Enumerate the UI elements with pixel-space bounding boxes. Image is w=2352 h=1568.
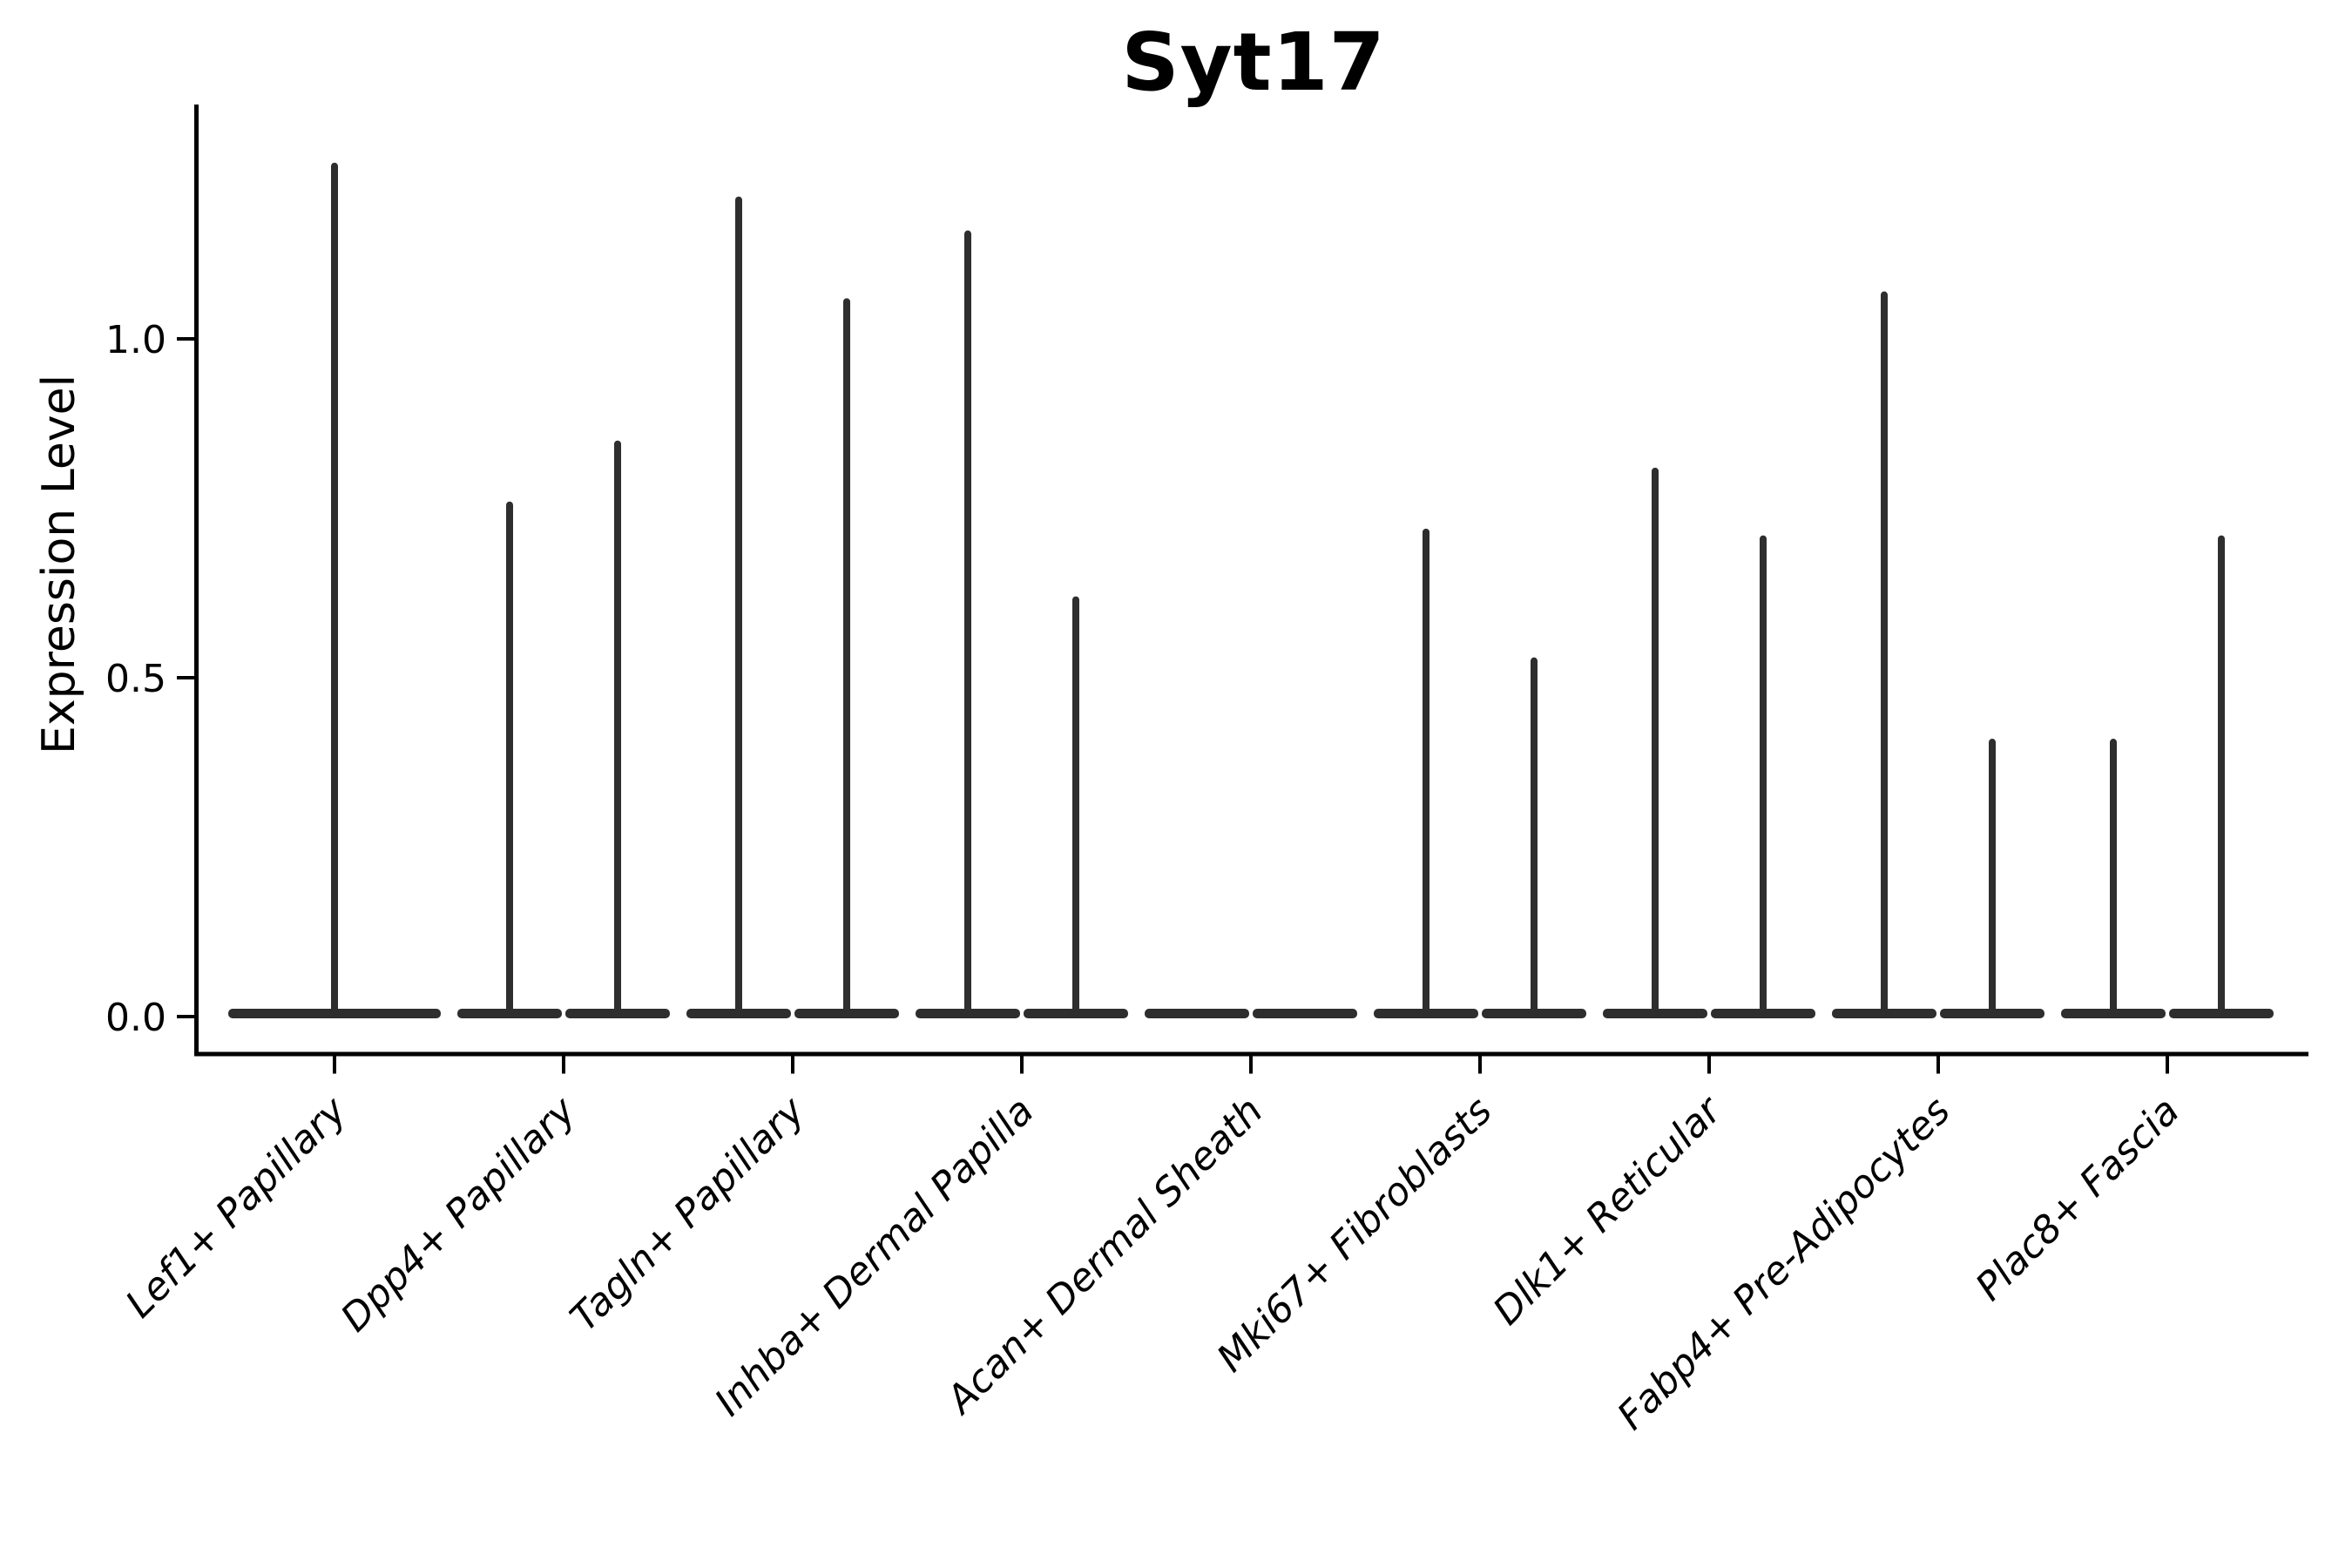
y-tick-label: 0.5 bbox=[105, 657, 166, 701]
violin-base bbox=[1145, 1009, 1249, 1018]
violin-spike bbox=[614, 440, 621, 1015]
x-tick-label: Tagln+ Papillary bbox=[562, 1088, 814, 1340]
chart-title: Syt17 bbox=[1121, 16, 1386, 109]
violin-spike bbox=[1072, 596, 1079, 1015]
violin-spike bbox=[331, 162, 338, 1016]
y-tick-label: 0.0 bbox=[105, 996, 166, 1040]
x-tick-mark bbox=[1020, 1056, 1024, 1074]
violin-spike bbox=[1760, 535, 1767, 1015]
x-tick-mark bbox=[562, 1056, 565, 1074]
violin-spike bbox=[843, 298, 850, 1015]
x-tick-label: Lef1+ Papillary bbox=[118, 1088, 356, 1327]
x-tick-label: Dpp4+ Papillary bbox=[333, 1088, 585, 1341]
violin-spike bbox=[2110, 739, 2117, 1015]
x-tick-mark bbox=[2166, 1056, 2169, 1074]
x-axis-spine bbox=[194, 1051, 2308, 1057]
x-tick-mark bbox=[1936, 1056, 1940, 1074]
violin-spike bbox=[1881, 291, 1888, 1015]
x-tick-mark bbox=[333, 1056, 336, 1074]
x-tick-mark bbox=[1478, 1056, 1482, 1074]
violin-spike bbox=[1531, 657, 1538, 1015]
y-tick-mark bbox=[177, 676, 194, 679]
violin-spike bbox=[1989, 739, 1996, 1015]
y-axis-spine bbox=[194, 105, 199, 1057]
y-tick-mark bbox=[177, 1015, 194, 1018]
violin-spike bbox=[1652, 467, 1659, 1015]
x-tick-mark bbox=[1707, 1056, 1711, 1074]
x-tick-label: Plac8+ Fascia bbox=[1967, 1089, 2187, 1309]
violin-base bbox=[1253, 1009, 1357, 1018]
violin-spike bbox=[1423, 528, 1429, 1015]
y-tick-label: 1.0 bbox=[105, 318, 166, 362]
x-tick-label: Dlk1+ Reticular bbox=[1484, 1087, 1731, 1334]
x-tick-mark bbox=[791, 1056, 794, 1074]
y-tick-mark bbox=[177, 337, 194, 341]
violin-spike bbox=[2218, 535, 2225, 1015]
violin-spike bbox=[964, 230, 971, 1015]
x-tick-mark bbox=[1249, 1056, 1253, 1074]
violin-spike bbox=[735, 196, 742, 1015]
violin-spike bbox=[506, 501, 513, 1015]
